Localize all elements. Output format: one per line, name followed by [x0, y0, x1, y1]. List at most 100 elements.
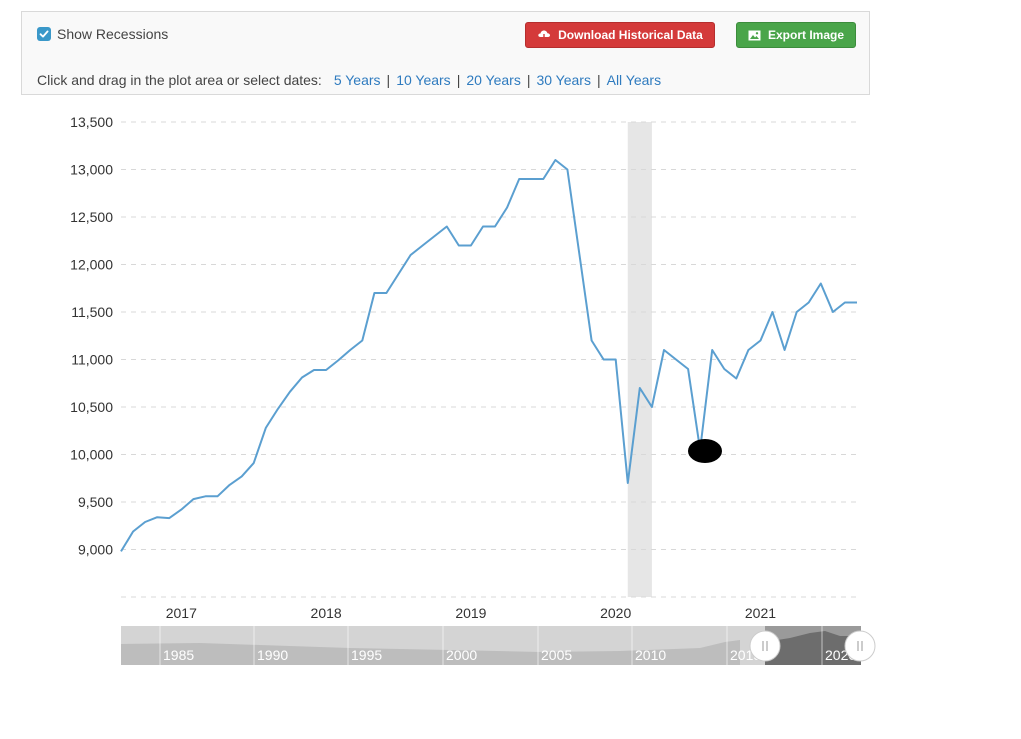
x-tick-label: 2021 — [745, 605, 776, 621]
download-button-label: Download Historical Data — [558, 28, 703, 42]
data-point — [419, 242, 427, 250]
data-point — [286, 388, 294, 396]
data-point — [624, 479, 632, 487]
data-point — [455, 242, 463, 250]
y-tick-label: 11,500 — [71, 304, 113, 320]
range-5-years-link[interactable]: 5 Years — [333, 72, 381, 88]
data-point — [250, 459, 258, 467]
data-point — [298, 374, 306, 382]
navigator-left-handle[interactable] — [749, 630, 781, 662]
data-point — [769, 308, 777, 316]
x-tick-label: 2020 — [600, 605, 631, 621]
data-point — [515, 175, 523, 183]
chart-controls-panel: Show Recessions Download Historical Data… — [21, 11, 870, 95]
y-tick-label: 10,500 — [70, 399, 113, 415]
y-tick-label: 11,000 — [71, 352, 113, 368]
data-point — [310, 366, 318, 374]
y-tick-label: 13,500 — [70, 114, 113, 130]
data-point — [841, 299, 849, 307]
data-point — [756, 337, 764, 345]
data-point — [479, 223, 487, 231]
show-recessions-toggle[interactable]: Show Recessions — [37, 26, 168, 42]
data-point — [805, 299, 813, 307]
navigator-year-label: 1985 — [163, 647, 194, 663]
image-icon — [748, 30, 761, 41]
y-tick-label: 12,500 — [70, 209, 113, 225]
data-point — [346, 346, 354, 354]
data-point — [551, 156, 559, 164]
navigator-year-label: 1990 — [257, 647, 288, 663]
data-point — [563, 166, 571, 174]
data-point — [817, 280, 825, 288]
data-point — [636, 384, 644, 392]
data-point — [238, 472, 246, 480]
data-point — [407, 251, 415, 259]
date-range-prompt: Click and drag in the plot area or selec… — [37, 72, 322, 88]
data-point — [177, 506, 185, 514]
data-point — [648, 403, 656, 411]
data-point — [334, 356, 342, 364]
data-point — [853, 299, 861, 307]
data-point — [153, 513, 161, 521]
data-point — [732, 375, 740, 383]
navigator-year-label: 1995 — [351, 647, 382, 663]
data-point — [274, 405, 282, 413]
data-point — [708, 346, 716, 354]
data-point — [262, 424, 270, 432]
x-tick-label: 2019 — [455, 605, 486, 621]
data-point — [672, 356, 680, 364]
cloud-download-icon — [537, 29, 551, 41]
data-point — [129, 527, 137, 535]
data-point — [322, 366, 330, 374]
data-point — [189, 495, 197, 503]
data-point — [660, 346, 668, 354]
data-point — [527, 175, 535, 183]
range-all-years-link[interactable]: All Years — [606, 72, 662, 88]
data-point — [720, 365, 728, 373]
data-point — [588, 337, 596, 345]
range-separator: | — [386, 72, 391, 88]
navigator-selection-area — [765, 631, 861, 665]
data-point — [165, 514, 173, 522]
range-20-years-link[interactable]: 20 Years — [466, 72, 521, 88]
data-point — [503, 204, 511, 212]
series-line — [120, 159, 857, 552]
range-30-years-link[interactable]: 30 Years — [536, 72, 591, 88]
data-point — [201, 492, 209, 500]
data-point — [117, 547, 125, 555]
data-point — [575, 251, 583, 259]
download-historical-data-button[interactable]: Download Historical Data — [525, 22, 715, 48]
data-point — [141, 518, 149, 526]
range-separator: | — [456, 72, 461, 88]
navigator-year-label: 2010 — [635, 647, 666, 663]
data-point — [443, 223, 451, 231]
range-separator: | — [596, 72, 601, 88]
data-point — [744, 346, 752, 354]
data-point — [793, 308, 801, 316]
show-recessions-label: Show Recessions — [57, 26, 169, 42]
navigator-history-area — [121, 640, 740, 665]
data-point — [829, 308, 837, 316]
data-point — [382, 289, 390, 297]
export-button-label: Export Image — [767, 28, 845, 42]
data-point — [467, 242, 475, 250]
range-10-years-link[interactable]: 10 Years — [396, 72, 451, 88]
y-tick-label: 13,000 — [70, 162, 113, 178]
data-point — [358, 337, 366, 345]
data-point — [214, 492, 222, 500]
y-tick-label: 9,000 — [78, 542, 113, 558]
x-tick-label: 2017 — [166, 605, 197, 621]
data-point — [612, 356, 620, 364]
data-point — [539, 175, 547, 183]
y-tick-label: 10,000 — [70, 447, 113, 463]
navigator-right-handle[interactable] — [844, 630, 876, 662]
data-point — [491, 223, 499, 231]
data-point — [395, 270, 403, 278]
data-point — [431, 232, 439, 240]
redaction-blob — [688, 439, 722, 463]
data-point — [684, 365, 692, 373]
checkmark-icon[interactable] — [37, 27, 51, 41]
export-image-button[interactable]: Export Image — [736, 22, 856, 48]
data-point — [370, 289, 378, 297]
